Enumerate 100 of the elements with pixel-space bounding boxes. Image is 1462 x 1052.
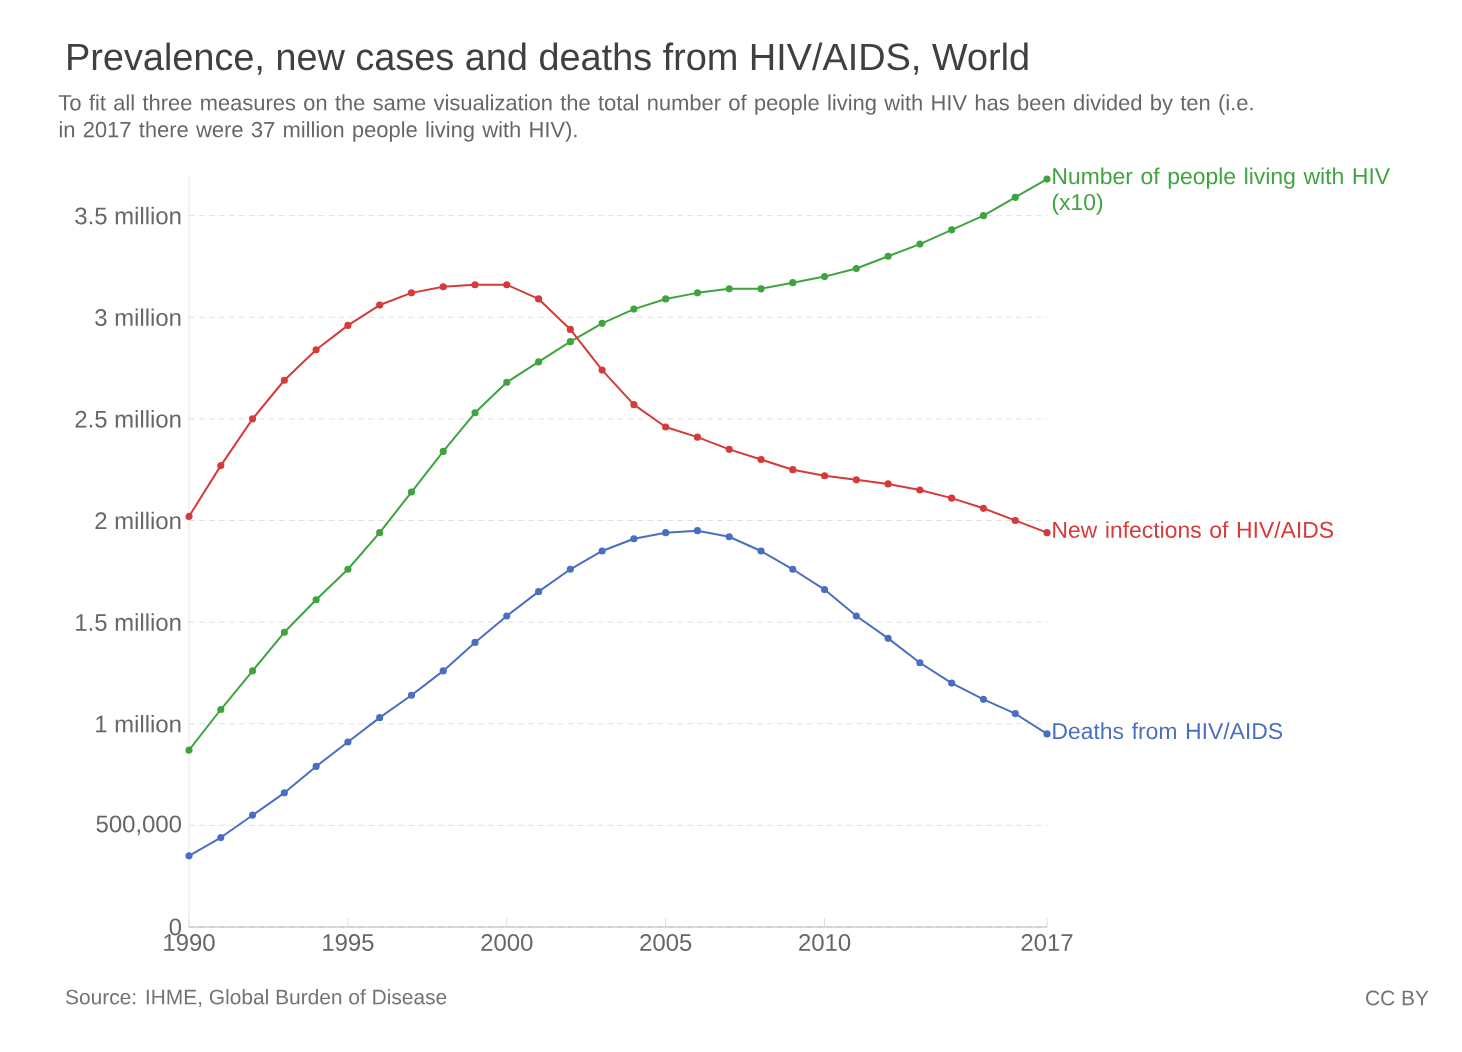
point (407, 488, 416, 496)
point (725, 285, 733, 293)
point (376, 529, 384, 537)
point (503, 378, 511, 386)
chart-title: Prevalence, new cases and deaths from HIV/AIDS, World (68, 42, 1028, 75)
point (439, 667, 447, 675)
point (916, 240, 924, 248)
y-tick-label: 3.5 million (75, 206, 181, 225)
x-tick-label: 2000 (481, 934, 533, 951)
point (471, 281, 479, 289)
point (789, 466, 797, 474)
point (566, 325, 574, 334)
point (566, 565, 574, 573)
point (471, 409, 479, 417)
point (725, 445, 733, 453)
point (630, 305, 638, 313)
series-label: Deaths from HIV/AIDS (1053, 722, 1283, 740)
point (662, 529, 670, 537)
y-tick-label: 0 (169, 918, 182, 936)
point (248, 811, 257, 819)
point (280, 789, 288, 797)
source-note: Source: IHME, Global Burden of Disease (65, 989, 447, 1007)
x-tick-label: 2017 (1021, 934, 1073, 951)
point (1011, 516, 1019, 525)
point (757, 285, 765, 293)
point (693, 289, 702, 297)
point (376, 714, 384, 722)
point (185, 512, 193, 521)
y-tick-label: 2.5 million (75, 410, 181, 428)
point (185, 852, 193, 860)
point (312, 762, 320, 771)
point (884, 252, 892, 260)
y-tick-label: 3 million (95, 308, 181, 327)
point (534, 588, 543, 596)
point (312, 346, 320, 354)
point (630, 535, 638, 543)
point (185, 746, 193, 754)
point (598, 366, 606, 374)
point (503, 612, 511, 620)
point (503, 281, 511, 289)
point (820, 273, 829, 281)
y-tick-label: 2 million (95, 511, 181, 530)
point (948, 494, 956, 502)
point (662, 295, 670, 303)
point (693, 433, 702, 441)
point (852, 612, 860, 620)
point (916, 486, 924, 494)
series-label: New infections of HIV/AIDS (1053, 521, 1333, 538)
point (598, 547, 606, 555)
x-tick-label: 2010 (799, 934, 851, 951)
point (471, 638, 479, 647)
point (1043, 175, 1051, 183)
y-tick-label: 1 million (96, 714, 181, 733)
point (979, 695, 988, 703)
x-tick-label: 2005 (640, 934, 692, 951)
point (344, 738, 352, 746)
point (789, 565, 797, 573)
series-label: Number of people living with HIV (x10) (1052, 167, 1390, 215)
point (248, 415, 257, 423)
point (979, 504, 988, 512)
point (852, 264, 860, 273)
point (217, 462, 225, 470)
point (534, 358, 543, 366)
point (217, 833, 225, 842)
x-tick-label: 1995 (323, 934, 374, 951)
point (217, 705, 225, 714)
point (884, 480, 892, 488)
point (376, 301, 384, 309)
point (344, 565, 352, 573)
point (884, 634, 892, 642)
point (916, 659, 924, 667)
point (693, 527, 702, 535)
point (820, 472, 829, 480)
point (344, 321, 352, 329)
point (1011, 709, 1019, 718)
point (757, 455, 765, 464)
point (280, 628, 288, 636)
chart-subtitle: To fit all three measures on the same visualization the total number of people living with HIV has been divided by ten (i.e. in 2017 there were 37 million people living with HIV). (58, 94, 1253, 142)
point (630, 401, 638, 409)
point (662, 423, 670, 431)
point (757, 547, 765, 555)
point (534, 295, 543, 303)
y-tick-label: 1.5 million (76, 613, 181, 631)
x-tick-label: 1990 (164, 934, 215, 951)
point (566, 338, 574, 346)
point (852, 476, 860, 484)
point (789, 279, 797, 287)
point (407, 289, 416, 297)
y-tick-label: 500,000 (96, 815, 182, 836)
point (439, 447, 447, 455)
point (1011, 193, 1019, 201)
point (979, 212, 988, 220)
point (1043, 730, 1051, 738)
point (248, 667, 257, 675)
text: CC BY (1366, 990, 1429, 1006)
point (1043, 529, 1051, 537)
point (598, 319, 606, 327)
point (725, 533, 733, 541)
point (407, 691, 416, 699)
point (439, 283, 447, 291)
